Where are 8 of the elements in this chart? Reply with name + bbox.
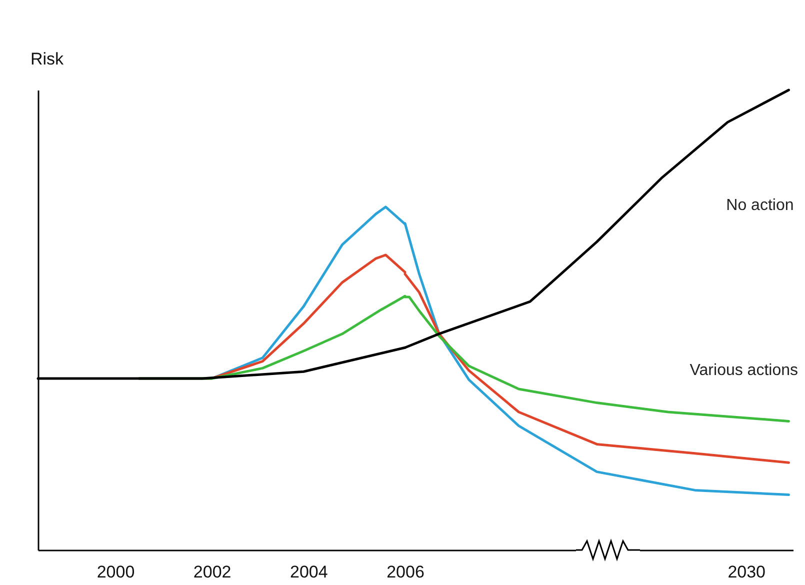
annotation: Various actions (690, 362, 798, 379)
x-tick-label: 2002 (193, 562, 232, 582)
x-tick-label: 2006 (386, 562, 424, 582)
y-axis-title: Risk (30, 50, 64, 68)
x-tick-label: 2004 (290, 562, 328, 582)
text: No action (726, 197, 794, 214)
x-tick-label: 2000 (96, 562, 135, 582)
x-tick-label: 2030 (728, 562, 766, 582)
